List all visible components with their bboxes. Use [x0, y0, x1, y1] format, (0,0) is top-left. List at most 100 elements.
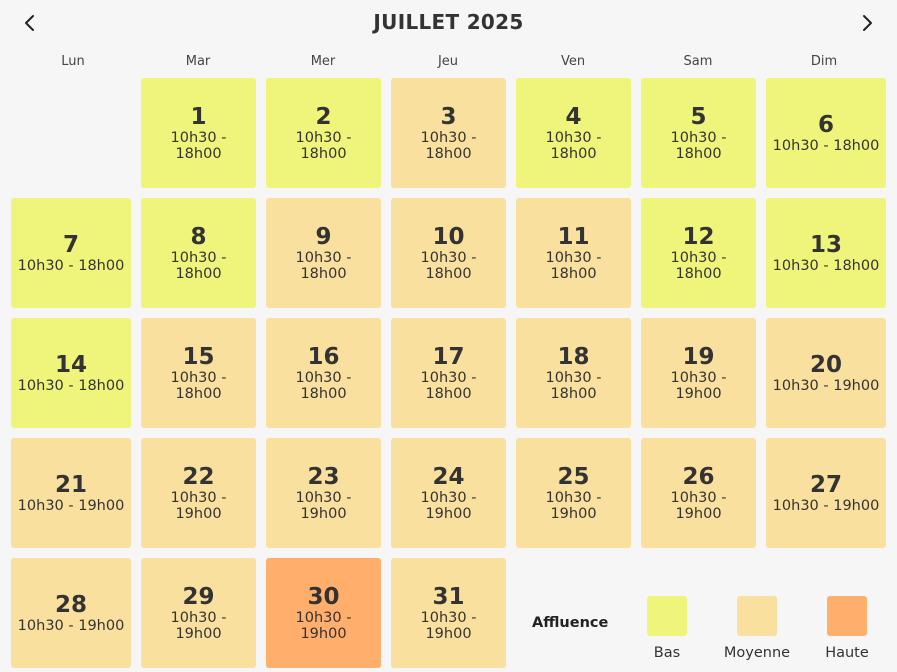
next-month-button[interactable] — [852, 8, 882, 38]
day-hours: 10h30 - 19h00 — [420, 490, 477, 522]
day-cell[interactable]: 10 10h30 - 18h00 — [391, 198, 506, 308]
day-cell[interactable]: 19 10h30 - 19h00 — [641, 318, 756, 428]
day-hours: 10h30 - 18h00 — [772, 258, 880, 274]
legend-swatch-bas — [647, 596, 687, 636]
day-number: 11 — [557, 224, 590, 250]
day-hours: 10h30 - 19h00 — [772, 498, 880, 514]
previous-month-button[interactable] — [15, 8, 45, 38]
chevron-right-icon — [860, 14, 874, 32]
day-number: 22 — [182, 464, 215, 490]
day-hours: 10h30 - 18h00 — [295, 370, 352, 402]
day-hours: 10h30 - 18h00 — [170, 130, 227, 162]
day-number: 7 — [62, 232, 79, 258]
day-number: 2 — [315, 104, 332, 130]
day-cell[interactable]: 3 10h30 - 18h00 — [391, 78, 506, 188]
day-cell[interactable]: 16 10h30 - 18h00 — [266, 318, 381, 428]
day-cell[interactable]: 13 10h30 - 18h00 — [766, 198, 886, 308]
day-number: 19 — [682, 344, 715, 370]
legend-swatch-haute — [827, 596, 867, 636]
day-cell[interactable]: 25 10h30 - 19h00 — [516, 438, 631, 548]
day-cell[interactable]: 23 10h30 - 19h00 — [266, 438, 381, 548]
weekday-label: Mar — [185, 54, 211, 69]
day-cell[interactable]: 26 10h30 - 19h00 — [641, 438, 756, 548]
day-cell[interactable]: 27 10h30 - 19h00 — [766, 438, 886, 548]
day-number: 3 — [440, 104, 457, 130]
day-cell[interactable]: 8 10h30 - 18h00 — [141, 198, 256, 308]
day-cell[interactable]: 31 10h30 - 19h00 — [391, 558, 506, 668]
legend-title: Affluence — [532, 615, 609, 631]
day-hours: 10h30 - 18h00 — [170, 370, 227, 402]
day-number: 8 — [190, 224, 207, 250]
day-number: 6 — [817, 112, 834, 138]
day-hours: 10h30 - 19h00 — [772, 378, 880, 394]
day-hours: 10h30 - 18h00 — [545, 370, 602, 402]
day-number: 20 — [809, 352, 842, 378]
day-hours: 10h30 - 19h00 — [545, 490, 602, 522]
day-cell[interactable]: 24 10h30 - 19h00 — [391, 438, 506, 548]
day-number: 10 — [432, 224, 465, 250]
day-number: 21 — [54, 472, 87, 498]
day-number: 12 — [682, 224, 715, 250]
day-cell[interactable]: 21 10h30 - 19h00 — [11, 438, 131, 548]
day-cell[interactable]: 14 10h30 - 18h00 — [11, 318, 131, 428]
legend-label-bas: Bas — [653, 645, 681, 661]
day-cell[interactable]: 22 10h30 - 19h00 — [141, 438, 256, 548]
weekday-label: Ven — [560, 54, 586, 69]
day-hours: 10h30 - 18h00 — [545, 250, 602, 282]
day-number: 27 — [809, 472, 842, 498]
day-cell[interactable]: 11 10h30 - 18h00 — [516, 198, 631, 308]
day-cell[interactable]: 30 10h30 - 19h00 — [266, 558, 381, 668]
day-number: 13 — [809, 232, 842, 258]
weekday-label: Lun — [61, 54, 85, 69]
day-hours: 10h30 - 18h00 — [295, 250, 352, 282]
day-number: 18 — [557, 344, 590, 370]
day-cell[interactable]: 17 10h30 - 18h00 — [391, 318, 506, 428]
day-number: 30 — [307, 584, 340, 610]
day-cell[interactable]: 12 10h30 - 18h00 — [641, 198, 756, 308]
day-cell[interactable]: 28 10h30 - 19h00 — [11, 558, 131, 668]
day-cell[interactable]: 2 10h30 - 18h00 — [266, 78, 381, 188]
day-hours: 10h30 - 19h00 — [17, 498, 125, 514]
day-number: 5 — [690, 104, 707, 130]
month-title: JUILLET 2025 — [373, 10, 524, 34]
day-hours: 10h30 - 19h00 — [420, 610, 477, 642]
day-cell[interactable]: 1 10h30 - 18h00 — [141, 78, 256, 188]
day-cell[interactable]: 5 10h30 - 18h00 — [641, 78, 756, 188]
day-number: 1 — [190, 104, 207, 130]
day-number: 23 — [307, 464, 340, 490]
chevron-left-icon — [23, 14, 37, 32]
day-cell[interactable]: 18 10h30 - 18h00 — [516, 318, 631, 428]
day-number: 28 — [54, 592, 87, 618]
day-cell[interactable]: 29 10h30 - 19h00 — [141, 558, 256, 668]
day-hours: 10h30 - 18h00 — [17, 258, 125, 274]
day-cell[interactable]: 6 10h30 - 18h00 — [766, 78, 886, 188]
day-hours: 10h30 - 19h00 — [295, 610, 352, 642]
day-cell[interactable]: 9 10h30 - 18h00 — [266, 198, 381, 308]
day-hours: 10h30 - 19h00 — [17, 618, 125, 634]
day-number: 15 — [182, 344, 215, 370]
day-hours: 10h30 - 18h00 — [170, 250, 227, 282]
weekday-label: Dim — [810, 54, 838, 69]
legend-label-haute: Haute — [825, 645, 869, 661]
day-hours: 10h30 - 18h00 — [670, 130, 727, 162]
day-number: 31 — [432, 584, 465, 610]
day-hours: 10h30 - 18h00 — [420, 370, 477, 402]
day-number: 16 — [307, 344, 340, 370]
day-cell[interactable]: 15 10h30 - 18h00 — [141, 318, 256, 428]
day-hours: 10h30 - 18h00 — [545, 130, 602, 162]
day-number: 14 — [54, 352, 87, 378]
day-hours: 10h30 - 18h00 — [17, 378, 125, 394]
day-number: 24 — [432, 464, 465, 490]
calendar-header: JUILLET 2025 — [0, 0, 897, 46]
day-cell[interactable]: 20 10h30 - 19h00 — [766, 318, 886, 428]
day-hours: 10h30 - 19h00 — [295, 490, 352, 522]
weekday-label: Sam — [683, 54, 713, 69]
day-number: 17 — [432, 344, 465, 370]
day-cell[interactable]: 4 10h30 - 18h00 — [516, 78, 631, 188]
day-number: 25 — [557, 464, 590, 490]
day-cell[interactable]: 7 10h30 - 18h00 — [11, 198, 131, 308]
day-hours: 10h30 - 18h00 — [420, 250, 477, 282]
day-hours: 10h30 - 18h00 — [670, 250, 727, 282]
day-hours: 10h30 - 18h00 — [420, 130, 477, 162]
weekday-label: Mer — [310, 54, 336, 69]
